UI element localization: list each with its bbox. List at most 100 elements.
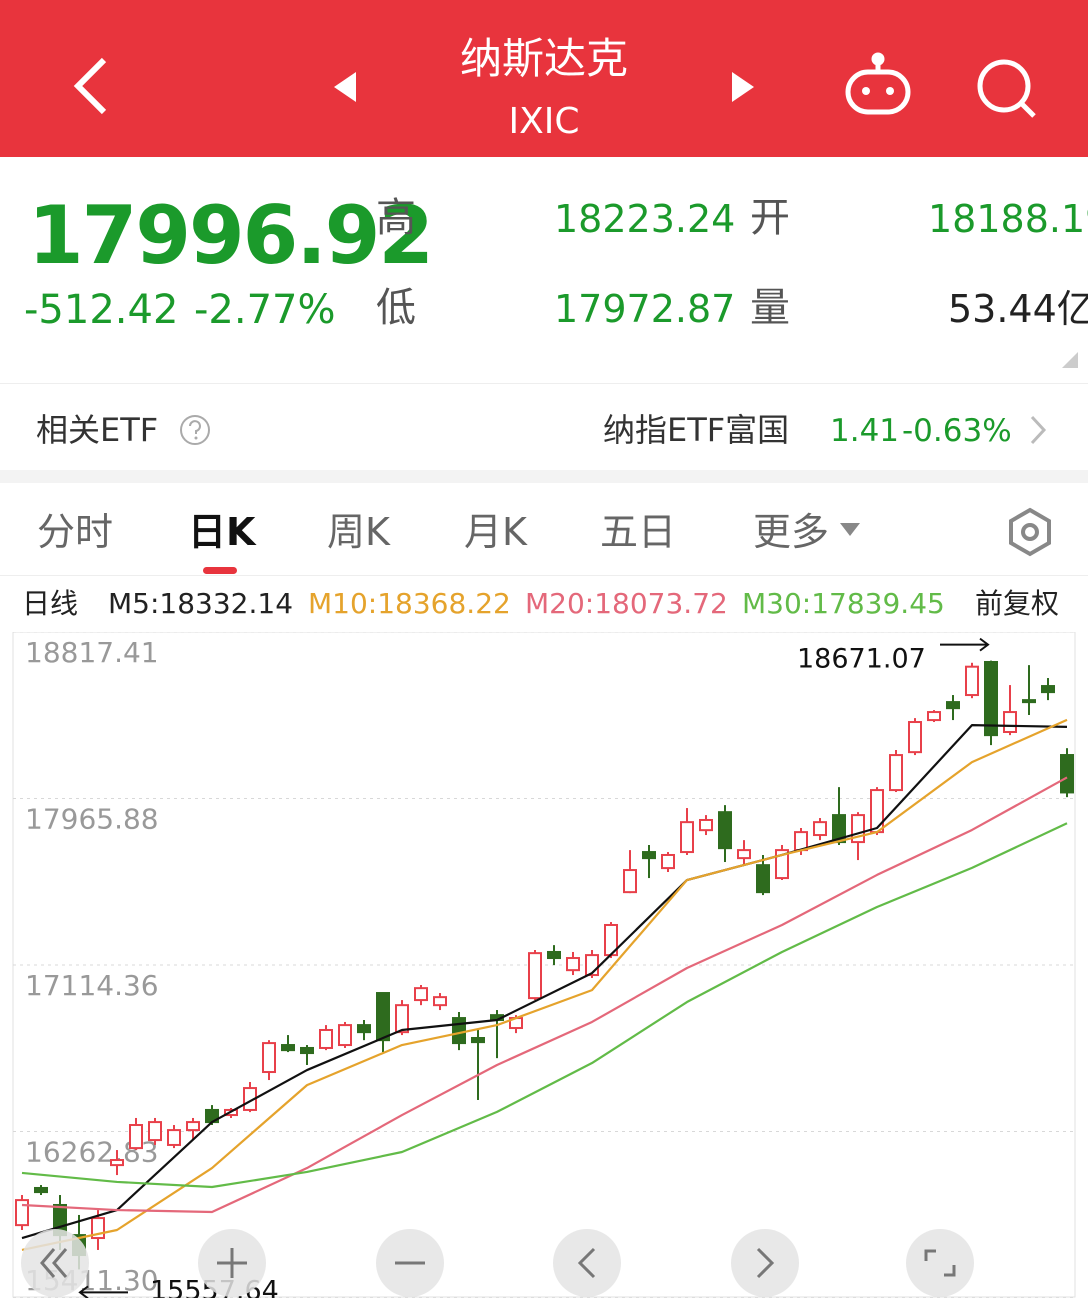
low-value: 17972.87 (554, 287, 736, 331)
candle-body (1022, 699, 1036, 704)
candle-body (528, 952, 542, 1000)
back-button[interactable] (73, 57, 107, 115)
candle-body (908, 721, 922, 754)
candle-body (775, 849, 789, 880)
kline-chart: 15411.3016262.8317114.3617965.8818817.41… (12, 632, 1076, 1298)
adjust-mode[interactable]: 前复权 (975, 587, 1060, 620)
candle-body (452, 1017, 466, 1045)
ma-legend: M30:17839.45 (742, 587, 945, 620)
candle-body (946, 701, 960, 710)
candle-body (718, 811, 732, 850)
candle-body (262, 1042, 276, 1074)
max-annotation: 18671.07 (797, 644, 926, 675)
change: -512.42 (24, 287, 179, 333)
candle-body (737, 849, 751, 860)
etf-price: 1.41 (830, 413, 900, 449)
next-button[interactable] (731, 1229, 799, 1297)
candle-body (699, 818, 713, 832)
etf-change: -0.63% (902, 413, 1012, 449)
y-tick-label: 17114.36 (25, 969, 159, 1002)
ma-line (21, 776, 1068, 1214)
button-icons (40, 1247, 956, 1279)
max-arrowhead (979, 637, 990, 652)
candle-body (186, 1121, 200, 1132)
y-tick-label: 17965.88 (25, 803, 159, 836)
help-icon[interactable] (178, 413, 214, 449)
candle-body (889, 754, 903, 792)
candle-body (300, 1046, 314, 1055)
divider (0, 575, 1088, 576)
candle-body (1060, 754, 1074, 794)
candle-body (338, 1024, 352, 1047)
change-pct: -2.77% (194, 287, 336, 333)
low-label: 低 (376, 285, 416, 331)
candle-body (395, 1004, 409, 1034)
min-arrowhead (78, 1285, 89, 1298)
candle-body (110, 1159, 124, 1167)
etf-name[interactable]: 纳指ETF富国 (603, 411, 790, 449)
y-tick-label: 18817.41 (25, 636, 159, 669)
candle-body (167, 1129, 181, 1146)
candle-body (680, 821, 694, 854)
tab[interactable]: 五日 (600, 510, 677, 554)
candle-body (15, 1199, 29, 1227)
tab[interactable]: 更多 (753, 510, 830, 554)
candle-body (642, 851, 656, 860)
candle-body (148, 1121, 162, 1142)
expand-corner[interactable] (1060, 350, 1080, 370)
high-label: 高 (376, 195, 416, 241)
tab[interactable]: 分时 (37, 510, 114, 554)
candle-body (566, 957, 580, 972)
candle-body (547, 950, 561, 960)
candle-body (357, 1024, 371, 1034)
header (0, 0, 1088, 157)
more-caret[interactable] (838, 520, 862, 540)
zoom-controls (21, 1229, 974, 1297)
candle-body (965, 665, 979, 697)
candle-body (1003, 711, 1017, 733)
page-subtitle: IXIC (508, 101, 580, 142)
ma-legend: M20:18073.72 (525, 587, 728, 620)
prev-button[interactable] (553, 1229, 621, 1297)
candle-body (34, 1186, 48, 1194)
divider (0, 383, 1088, 384)
candle-body (1041, 685, 1055, 694)
candle-body (623, 869, 637, 894)
robot-button[interactable] (845, 52, 911, 115)
etf-label: 相关ETF (36, 411, 159, 449)
open-value: 18188.19 (928, 197, 1088, 241)
tab[interactable]: 月K (464, 510, 527, 554)
candle-body (433, 996, 447, 1007)
candle-body (319, 1028, 333, 1049)
tab-active[interactable]: 日K (188, 510, 256, 554)
fullscreen-button[interactable] (906, 1229, 974, 1297)
candle-body (813, 821, 827, 837)
page-title: 纳斯达克 (459, 34, 628, 83)
prev-index[interactable] (334, 72, 356, 102)
candle-body (756, 864, 770, 894)
candle-body (281, 1044, 295, 1052)
candle-body (414, 987, 428, 1002)
next-index[interactable] (732, 72, 754, 102)
candle-body (376, 992, 390, 1042)
volume-value: 53.44亿 (948, 287, 1088, 331)
header-icons (73, 52, 1036, 118)
candle-body (870, 789, 884, 834)
etf-chevron[interactable] (1026, 414, 1050, 446)
ma-line (21, 724, 1068, 1240)
price: 17996.92 (28, 189, 434, 282)
settings-icon[interactable] (1004, 506, 1056, 558)
ma-legend: M5:18332.14 (108, 587, 294, 620)
search-button[interactable] (977, 59, 1036, 118)
candle-body (927, 711, 941, 722)
ma-period: 日线 (22, 587, 79, 620)
ma-line (21, 718, 1068, 1252)
tab[interactable]: 周K (327, 510, 390, 554)
candle-body (471, 1037, 485, 1044)
ma-line (21, 822, 1068, 1189)
candle-body (661, 853, 675, 870)
candle-body (129, 1124, 143, 1150)
section-gap (0, 470, 1088, 483)
ma-legend: M10:18368.22 (308, 587, 511, 620)
